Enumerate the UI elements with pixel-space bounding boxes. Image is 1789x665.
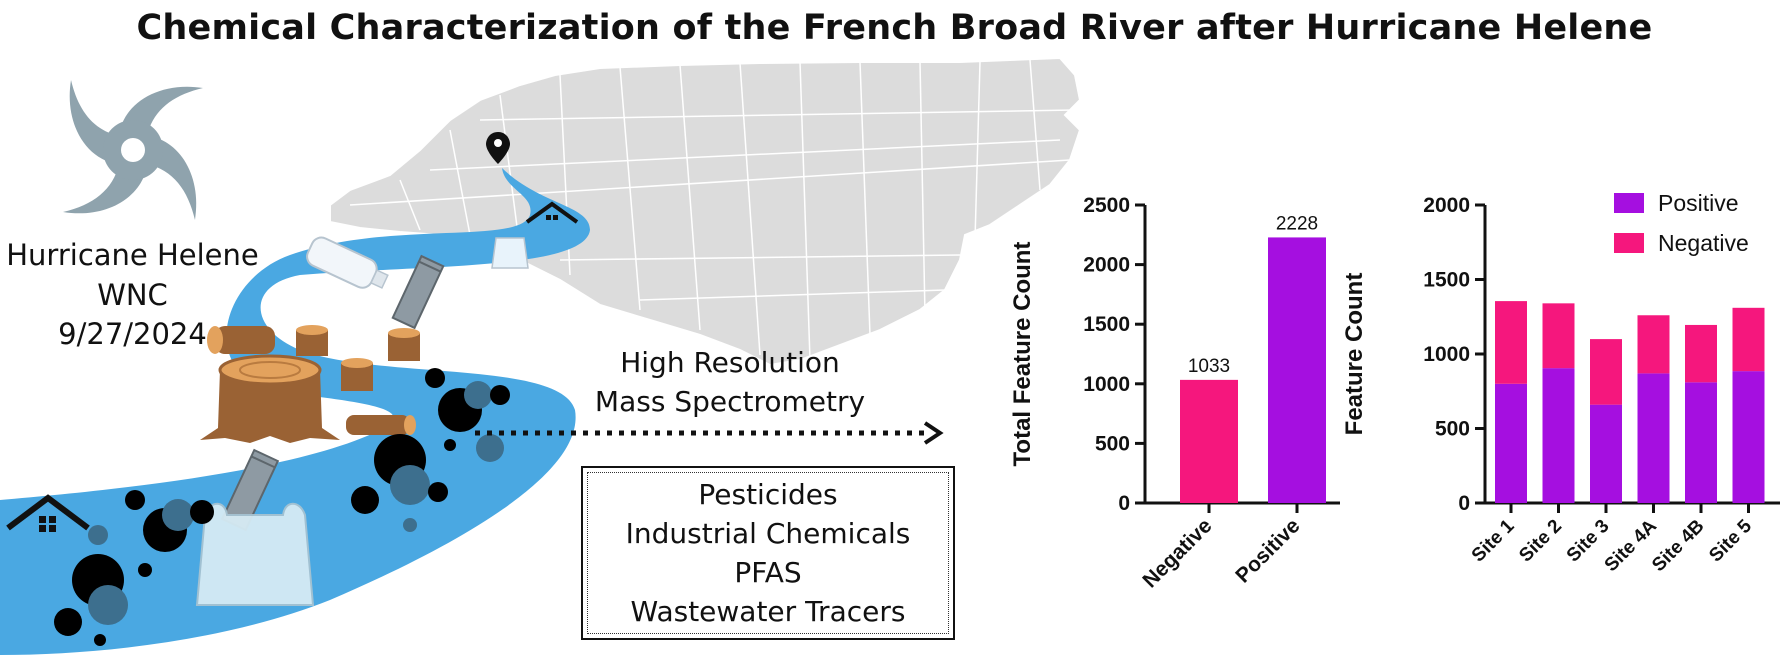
bar-negative-site-4b xyxy=(1685,324,1717,383)
bar-positive xyxy=(1268,237,1326,503)
bar-negative-site-5 xyxy=(1732,307,1765,372)
can-icon xyxy=(391,254,445,330)
plastic-bag-icon xyxy=(491,237,529,269)
bar-negative-site-3 xyxy=(1590,339,1622,405)
y-axis-label: Feature Count xyxy=(1341,273,1368,436)
y-tick-label: 0 xyxy=(1458,492,1470,515)
tree-stump-icon xyxy=(388,328,420,361)
bar-positive-site-4b xyxy=(1685,382,1717,503)
plastic-bag-icon xyxy=(195,502,315,606)
y-tick-label: 1500 xyxy=(1423,269,1470,292)
plastic-bottle-icon xyxy=(306,236,389,289)
bar-negative-site-1 xyxy=(1495,301,1527,384)
legend-swatch-negative xyxy=(1614,233,1644,253)
y-axis-label: Total Feature Count xyxy=(1009,242,1036,467)
storm-label-line-2: WNC xyxy=(97,278,168,312)
y-tick-label: 500 xyxy=(1095,432,1130,455)
contaminant-particles xyxy=(54,368,510,646)
bar-positive-site-1 xyxy=(1495,383,1527,503)
method-label-line-2: Mass Spectrometry xyxy=(594,385,866,418)
y-tick-label: 1000 xyxy=(1083,373,1130,396)
bar-positive-site-2 xyxy=(1542,368,1575,503)
legend-swatch-positive xyxy=(1614,193,1644,213)
compound-classes-box: Pesticides Industrial Chemicals PFAS Was… xyxy=(581,466,955,640)
log-icon xyxy=(346,415,416,435)
house-icon xyxy=(6,494,90,532)
bar-negative-site-2 xyxy=(1542,303,1575,369)
y-tick-label: 1000 xyxy=(1423,343,1470,366)
x-tick-label: Site 4A xyxy=(1601,515,1662,576)
location-pin-icon xyxy=(486,132,510,164)
hurricane-icon xyxy=(63,80,203,220)
north-carolina-map xyxy=(329,56,1082,367)
tree-stump-icon xyxy=(341,358,373,391)
y-tick-label: 2500 xyxy=(1083,194,1130,217)
tree-stump-icon xyxy=(200,354,340,443)
x-tick-label: Site 1 xyxy=(1468,515,1519,566)
bar-positive-site-3 xyxy=(1590,404,1622,503)
house-icon xyxy=(525,201,579,224)
x-tick-label: Site 4B xyxy=(1648,516,1708,576)
bar-negative-site-4a xyxy=(1637,315,1670,374)
bar-negative xyxy=(1180,379,1238,503)
storm-label-line-1: Hurricane Helene xyxy=(6,238,259,272)
arrow-icon xyxy=(475,421,944,445)
page-title: Chemical Characterization of the French … xyxy=(136,8,1653,48)
tree-stump-icon xyxy=(296,325,328,356)
class-pfas: PFAS xyxy=(734,556,802,589)
y-tick-label: 2000 xyxy=(1083,254,1130,277)
data-label: 1033 xyxy=(1188,356,1230,377)
x-tick-label: Site 2 xyxy=(1515,516,1566,567)
log-icon xyxy=(207,326,275,354)
class-wastewater-tracers: Wastewater Tracers xyxy=(630,595,906,628)
method-label-line-1: High Resolution xyxy=(620,346,840,379)
y-tick-label: 500 xyxy=(1435,418,1470,441)
legend-label-negative: Negative xyxy=(1658,230,1749,256)
y-tick-label: 1500 xyxy=(1083,313,1130,336)
y-tick-label: 2000 xyxy=(1423,194,1470,217)
class-industrial-chemicals: Industrial Chemicals xyxy=(625,517,911,550)
class-pesticides: Pesticides xyxy=(698,478,838,511)
data-label: 2228 xyxy=(1276,213,1318,234)
bar-positive-site-5 xyxy=(1732,371,1765,503)
legend-label-positive: Positive xyxy=(1658,190,1739,216)
storm-label-line-3: 9/27/2024 xyxy=(58,317,207,351)
bar-positive-site-4a xyxy=(1637,373,1670,503)
y-tick-label: 0 xyxy=(1118,492,1130,515)
x-tick-label: Site 5 xyxy=(1705,515,1756,566)
